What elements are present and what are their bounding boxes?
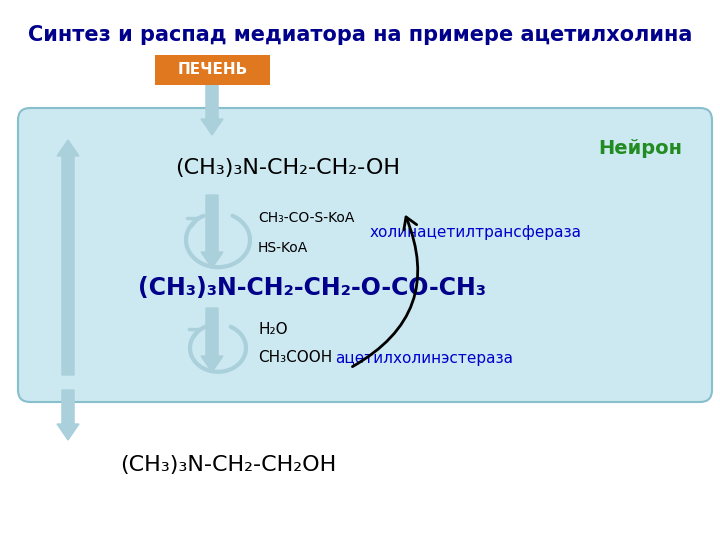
Text: (CH₃)₃N-CH₂-CH₂OH: (CH₃)₃N-CH₂-CH₂OH — [120, 455, 336, 475]
Text: CH₃-CO-S-KoA: CH₃-CO-S-KoA — [258, 211, 354, 225]
FancyArrow shape — [201, 195, 223, 268]
FancyArrow shape — [57, 140, 79, 375]
FancyArrow shape — [201, 85, 223, 135]
FancyBboxPatch shape — [18, 108, 712, 402]
Text: холинацетилтрансфераза: холинацетилтрансфераза — [370, 226, 582, 240]
Text: ПЕЧЕНЬ: ПЕЧЕНЬ — [177, 63, 248, 78]
FancyArrow shape — [57, 390, 79, 440]
Text: CH₃COOH: CH₃COOH — [258, 350, 332, 366]
Text: Синтез и распад медиатора на примере ацетилхолина: Синтез и распад медиатора на примере аце… — [28, 25, 692, 45]
Text: HS-KoA: HS-KoA — [258, 241, 308, 255]
Text: Нейрон: Нейрон — [598, 138, 682, 158]
Text: H₂O: H₂O — [258, 322, 287, 338]
Text: (CH₃)₃N-CH₂-CH₂-OH: (CH₃)₃N-CH₂-CH₂-OH — [175, 158, 400, 178]
Text: ацетилхолинэстераза: ацетилхолинэстераза — [335, 350, 513, 366]
FancyBboxPatch shape — [155, 55, 270, 85]
FancyArrow shape — [201, 308, 223, 372]
Text: (CH₃)₃N-CH₂-CH₂-O-CO-CH₃: (CH₃)₃N-CH₂-CH₂-O-CO-CH₃ — [138, 276, 486, 300]
FancyArrowPatch shape — [352, 217, 418, 367]
